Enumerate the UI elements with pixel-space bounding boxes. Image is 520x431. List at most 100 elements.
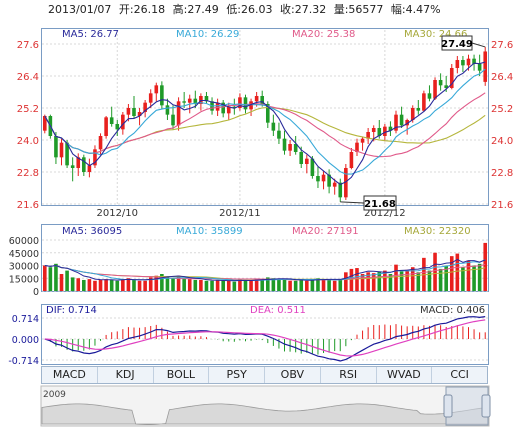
volume-bar xyxy=(48,267,53,291)
candle-body xyxy=(226,106,231,114)
volume-bar xyxy=(466,260,471,291)
volume-bar xyxy=(249,280,253,291)
navigator-area xyxy=(41,403,489,425)
candle-body xyxy=(327,174,331,187)
tab-psy[interactable]: PSY xyxy=(209,367,265,383)
candle-body xyxy=(321,174,326,182)
candle-body xyxy=(42,116,47,131)
navigator-right-handle[interactable] xyxy=(481,394,491,418)
candle-body xyxy=(93,149,97,166)
macd-lines xyxy=(44,316,486,362)
tab-kdj[interactable]: KDJ xyxy=(98,367,154,383)
volume-bar xyxy=(355,268,359,291)
volume-bar xyxy=(449,256,454,291)
candle-body xyxy=(115,124,120,130)
candle-body xyxy=(422,93,426,111)
volume-tick: 0 xyxy=(33,287,39,298)
candle-body xyxy=(383,126,387,136)
svg-text:MACD: 0.406: MACD: 0.406 xyxy=(420,305,485,316)
price-tick-right: 22.8 xyxy=(491,168,513,179)
volume-bar xyxy=(104,279,108,291)
volume-bar xyxy=(299,279,304,291)
svg-text:MA5: 26.77: MA5: 26.77 xyxy=(62,29,119,40)
candle-body xyxy=(260,96,265,104)
price-tick-right: 21.6 xyxy=(491,200,513,211)
header-date: 2013/01/07 xyxy=(48,3,111,16)
header-high: 高:27.49 xyxy=(173,2,219,16)
volume-bar xyxy=(338,279,343,291)
volume-bar xyxy=(321,279,326,291)
price-moving-averages xyxy=(44,61,486,186)
candle-body xyxy=(455,60,460,68)
candle-body xyxy=(332,182,337,187)
candle-body xyxy=(461,60,465,66)
legend-volume-ma30: MA30: 22320 xyxy=(404,226,471,237)
volume-bar xyxy=(405,269,409,291)
volume-bar xyxy=(265,277,270,291)
volume-bar xyxy=(277,279,281,291)
svg-text:MA20: 25.38: MA20: 25.38 xyxy=(292,29,355,40)
macd-tick: 0.000 xyxy=(12,335,39,346)
candle-body xyxy=(305,158,309,164)
svg-text:MA20: 27191: MA20: 27191 xyxy=(292,226,359,237)
volume-bar xyxy=(344,272,348,291)
volume-bar xyxy=(199,279,203,291)
volume-bar xyxy=(461,267,465,291)
price-tick-left: 21.6 xyxy=(17,200,39,211)
header-volume: 量:56577 xyxy=(334,3,384,16)
candle-body xyxy=(249,101,253,110)
tab-macd[interactable]: MACD xyxy=(42,367,98,383)
legend-price-ma20: MA20: 25.38 xyxy=(292,29,355,40)
grid-lines xyxy=(42,30,488,361)
candle-body xyxy=(399,114,404,126)
dif-line xyxy=(44,316,486,362)
candle-body xyxy=(394,114,398,131)
header-open: 开:26.18 xyxy=(119,3,165,16)
volume-bar xyxy=(254,279,259,291)
volume-bar xyxy=(260,279,265,291)
volume-bar xyxy=(349,268,354,291)
tab-rsi[interactable]: RSI xyxy=(321,367,377,383)
volume-bar xyxy=(427,270,432,291)
candle-body xyxy=(204,96,209,102)
candle-body xyxy=(299,152,304,164)
volume-bar xyxy=(232,281,237,291)
volume-bar xyxy=(371,273,376,291)
volume-bar xyxy=(160,274,164,291)
volume-bar xyxy=(87,279,92,291)
price-tick-right: 26.4 xyxy=(491,72,513,83)
candle-body xyxy=(54,136,58,158)
volume-bar xyxy=(65,270,69,291)
tab-boll[interactable]: BOLL xyxy=(154,367,210,383)
tab-obv[interactable]: OBV xyxy=(265,367,321,383)
low-callout-label: 21.68 xyxy=(364,199,396,210)
candle-body xyxy=(310,158,315,176)
candle-body xyxy=(243,97,248,110)
navigator-left-handle[interactable] xyxy=(443,394,453,418)
candle-body xyxy=(171,114,175,126)
candle-body xyxy=(215,102,220,111)
candle-body xyxy=(416,108,421,111)
svg-text:DIF: 0.714: DIF: 0.714 xyxy=(46,305,97,316)
volume-bar xyxy=(115,280,120,291)
volume-bar xyxy=(455,253,460,291)
candle-body xyxy=(288,144,292,151)
candle-body xyxy=(360,138,365,143)
svg-text:2013/01/07 开:26.18 高:2: 2013/01/07 开:26.18 高:27.49 低:26.03 收:27.… xyxy=(48,2,441,16)
volume-bar xyxy=(148,277,153,291)
volume-bar xyxy=(316,278,320,291)
volume-bar xyxy=(433,252,437,291)
volume-tick: 45000 xyxy=(9,249,39,260)
volume-bar xyxy=(410,267,415,291)
macd-tick: -0.714 xyxy=(8,356,39,367)
candle-body xyxy=(193,98,198,104)
volume-bar xyxy=(76,278,81,291)
volume-bar xyxy=(238,279,242,291)
volume-tick: 15000 xyxy=(9,274,39,285)
candle-body xyxy=(438,80,443,86)
tab-cci[interactable]: CCI xyxy=(450,368,469,381)
volume-bar xyxy=(193,279,198,291)
volume-bar xyxy=(243,279,248,291)
tab-wvad[interactable]: WVAD xyxy=(377,367,433,383)
candle-body xyxy=(104,117,108,136)
